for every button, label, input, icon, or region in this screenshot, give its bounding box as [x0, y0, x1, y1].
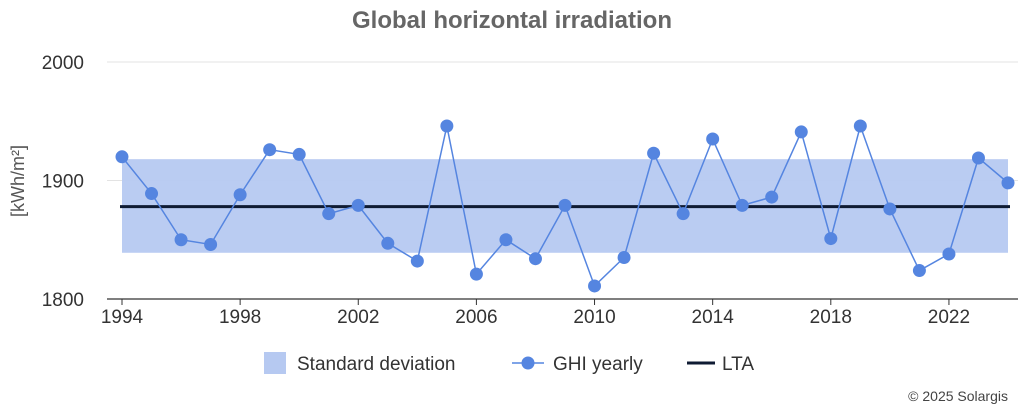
ghi-yearly-point — [1001, 176, 1015, 190]
ghi-yearly-point — [765, 190, 779, 204]
legend: Standard deviation GHI yearly LTA — [264, 352, 754, 375]
ghi-yearly-point — [824, 232, 838, 246]
ghi-yearly-point — [263, 143, 277, 157]
x-tick-label: 1998 — [219, 307, 261, 328]
ghi-yearly-point — [351, 198, 365, 212]
legend-label-ghi: GHI yearly — [553, 354, 643, 375]
chart-title: Global horizontal irradiation — [352, 7, 672, 34]
ghi-yearly-point — [971, 151, 985, 165]
x-tick-label: 2002 — [337, 307, 379, 328]
x-tick-label: 2010 — [573, 307, 615, 328]
x-tick-label: 2014 — [692, 307, 735, 328]
legend-swatch-std — [264, 352, 286, 374]
ghi-yearly-point — [794, 125, 808, 139]
x-tick-label: 1994 — [101, 307, 144, 328]
ghi-yearly-point — [588, 279, 602, 293]
y-tick-labels: 1800 1900 2000 — [42, 53, 84, 311]
y-tick-label: 1800 — [42, 290, 84, 311]
ghi-yearly-point — [204, 237, 218, 251]
ghi-yearly-point — [647, 146, 661, 160]
ghi-yearly-point — [292, 147, 306, 161]
x-tick-label: 2022 — [928, 307, 970, 328]
ghi-yearly-point — [942, 247, 956, 261]
ghi-yearly-point — [912, 264, 926, 278]
ghi-yearly-point — [706, 132, 720, 146]
ghi-yearly-point — [853, 119, 867, 133]
ghi-yearly-point — [676, 207, 690, 221]
ghi-yearly-point — [174, 233, 188, 247]
ghi-yearly-point — [440, 119, 454, 133]
ghi-yearly-point — [735, 198, 749, 212]
ghi-yearly-point — [528, 252, 542, 266]
x-tick-labels: 1994 1998 2002 2006 2010 2014 2018 2022 — [101, 299, 970, 328]
ghi-yearly-point — [410, 254, 424, 268]
series-layer — [115, 119, 1015, 293]
ghi-yearly-point — [381, 236, 395, 250]
ghi-yearly-point — [558, 198, 572, 212]
y-tick-label: 1900 — [42, 172, 84, 193]
y-tick-label: 2000 — [42, 53, 84, 74]
ghi-yearly-point — [115, 150, 129, 164]
legend-label-std: Standard deviation — [297, 354, 455, 375]
credit-text: © 2025 Solargis — [908, 388, 1008, 404]
x-tick-label: 2018 — [810, 307, 852, 328]
legend-swatch-marker — [521, 356, 535, 370]
ghi-yearly-point — [145, 187, 159, 201]
legend-label-lta: LTA — [722, 354, 754, 375]
x-tick-label: 2006 — [455, 307, 497, 328]
ghi-yearly-point — [617, 251, 631, 265]
y-axis-label: [kWh/m²] — [8, 145, 28, 217]
ghi-yearly-point — [883, 202, 897, 216]
ghi-yearly-point — [499, 233, 513, 247]
ghi-yearly-point — [233, 188, 247, 202]
ghi-yearly-point — [322, 207, 336, 221]
ghi-yearly-point — [469, 267, 483, 281]
